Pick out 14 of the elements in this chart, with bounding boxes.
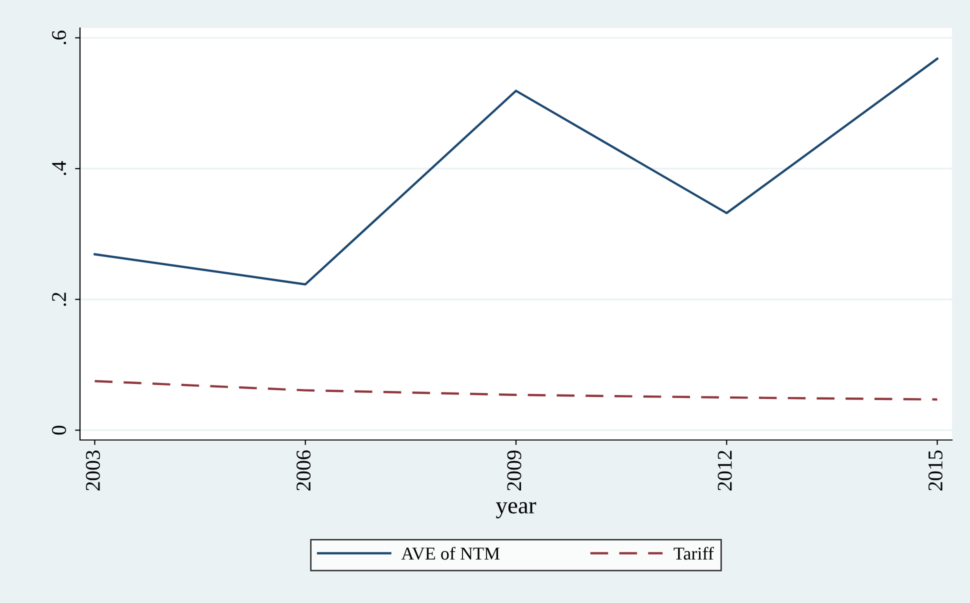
- x-tick-label: 2006: [296, 450, 311, 490]
- y-tick-label: .2: [52, 292, 66, 306]
- legend-label: Tariff: [674, 546, 714, 560]
- line-series: [94, 380, 938, 401]
- x-tick-label: 2003: [86, 450, 100, 490]
- x-tick-label: 2012: [718, 450, 732, 490]
- y-tick-label: .4: [52, 161, 66, 176]
- x-tick-label: 2015: [928, 450, 942, 490]
- y-tick-label: .6: [52, 30, 66, 44]
- x-axis-title: year: [496, 502, 536, 518]
- line-series: [94, 58, 938, 286]
- legend-label: AVE of NTM: [401, 546, 500, 560]
- y-tick-label: 0: [52, 426, 66, 435]
- x-tick-label: 2009: [507, 450, 522, 490]
